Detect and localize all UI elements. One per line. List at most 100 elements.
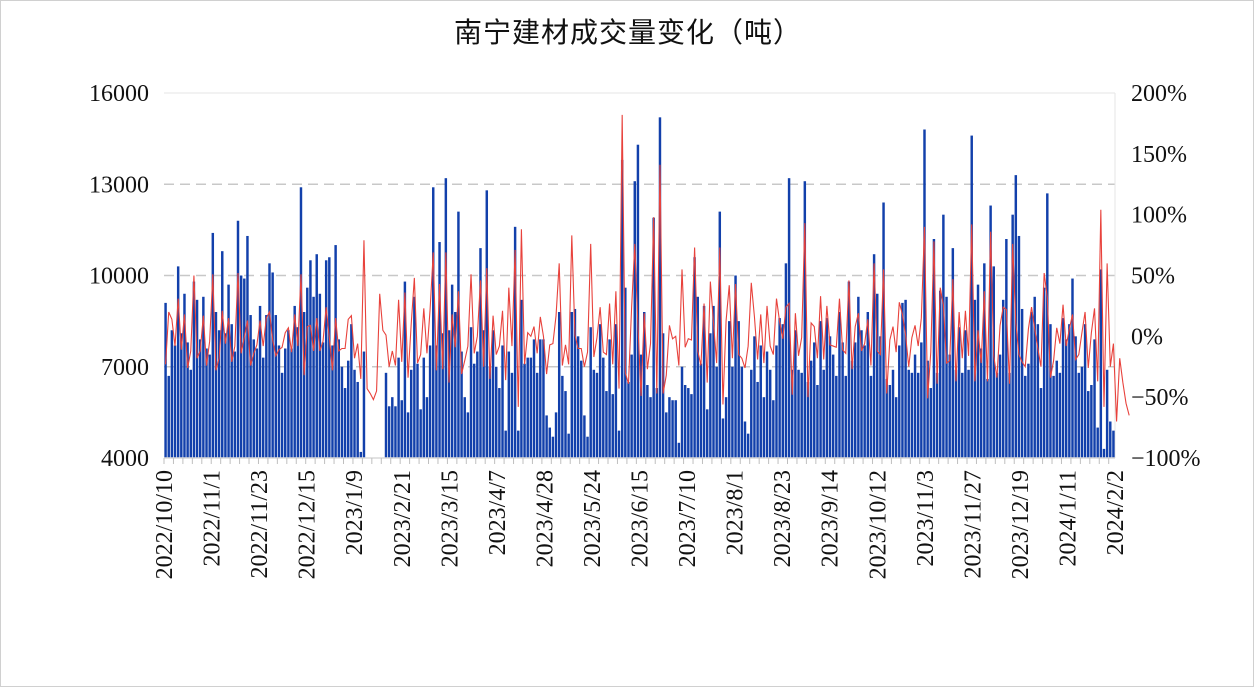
bar bbox=[391, 397, 394, 458]
bar bbox=[324, 260, 328, 458]
bar bbox=[775, 345, 778, 458]
bar bbox=[680, 366, 684, 458]
bar bbox=[602, 357, 605, 459]
bar bbox=[636, 144, 640, 458]
bar bbox=[753, 336, 756, 458]
bar bbox=[312, 296, 315, 458]
bar bbox=[869, 375, 873, 459]
bar bbox=[743, 421, 747, 458]
bar bbox=[746, 433, 750, 458]
x-tick-label: 2022/12/15 bbox=[295, 470, 321, 579]
bar bbox=[620, 159, 624, 459]
bar bbox=[1033, 296, 1036, 458]
bar bbox=[611, 394, 614, 459]
bar bbox=[252, 339, 255, 459]
bar bbox=[724, 397, 728, 458]
x-tick-label: 2023/8/23 bbox=[770, 470, 796, 567]
bar bbox=[910, 372, 914, 458]
bar bbox=[387, 406, 391, 458]
bar bbox=[485, 190, 489, 458]
bar bbox=[432, 187, 435, 459]
bar bbox=[277, 345, 281, 458]
bar bbox=[580, 360, 583, 458]
bar bbox=[268, 263, 271, 458]
bar bbox=[737, 321, 740, 459]
bar bbox=[520, 299, 523, 458]
bar bbox=[1030, 312, 1033, 458]
bar bbox=[284, 348, 287, 458]
bar bbox=[816, 385, 819, 458]
bar bbox=[258, 305, 262, 458]
bar bbox=[838, 312, 841, 458]
bar bbox=[233, 351, 237, 458]
bar bbox=[230, 324, 233, 458]
bar bbox=[1024, 375, 1027, 459]
bar bbox=[192, 281, 196, 458]
bar bbox=[576, 336, 580, 458]
bar bbox=[781, 324, 785, 458]
bar bbox=[1061, 318, 1065, 458]
bar bbox=[765, 351, 769, 458]
bar bbox=[970, 135, 973, 458]
bar bbox=[498, 388, 501, 458]
bar bbox=[236, 220, 240, 458]
bar bbox=[898, 345, 901, 458]
bar bbox=[929, 388, 933, 458]
bar bbox=[315, 254, 318, 458]
bar bbox=[435, 345, 438, 458]
bar bbox=[1064, 339, 1068, 459]
bar bbox=[901, 302, 904, 459]
bar bbox=[359, 451, 363, 458]
bar bbox=[551, 436, 555, 458]
bar bbox=[545, 415, 548, 458]
bar bbox=[167, 375, 170, 459]
bar bbox=[211, 232, 215, 458]
bar bbox=[822, 369, 825, 458]
bar bbox=[649, 397, 652, 458]
bar bbox=[671, 400, 674, 458]
bar bbox=[406, 412, 410, 459]
x-tick-label: 2022/11/1 bbox=[200, 470, 226, 566]
bar bbox=[646, 385, 649, 458]
bar bbox=[353, 369, 356, 458]
bar bbox=[1105, 369, 1109, 458]
left-tick-label: 13000 bbox=[89, 172, 149, 198]
bar bbox=[444, 178, 448, 459]
bar bbox=[995, 372, 999, 458]
bar bbox=[1096, 427, 1099, 458]
bar bbox=[699, 363, 703, 458]
bar bbox=[557, 312, 561, 458]
bar bbox=[362, 351, 366, 458]
bar bbox=[469, 327, 473, 458]
bar bbox=[479, 248, 482, 458]
bar bbox=[261, 357, 265, 459]
bar bbox=[627, 381, 630, 458]
bar bbox=[844, 375, 847, 459]
x-tick-label: 2023/11/3 bbox=[913, 470, 939, 566]
x-tick-label: 2024/1/11 bbox=[1055, 470, 1081, 566]
x-tick-label: 2023/11/27 bbox=[960, 470, 986, 578]
bar bbox=[633, 181, 637, 458]
bar bbox=[762, 397, 766, 458]
bar bbox=[589, 327, 592, 458]
bar bbox=[923, 129, 926, 458]
bar bbox=[879, 336, 882, 458]
bar bbox=[794, 330, 797, 458]
bar bbox=[542, 339, 545, 459]
bar bbox=[343, 388, 347, 458]
bar bbox=[180, 333, 183, 458]
bar bbox=[643, 312, 646, 458]
bar bbox=[318, 293, 322, 458]
bar bbox=[419, 409, 422, 458]
bar bbox=[756, 381, 759, 458]
bar bbox=[290, 348, 293, 458]
x-tick-label: 2022/10/10 bbox=[152, 470, 178, 579]
bar bbox=[195, 299, 199, 458]
bar bbox=[674, 400, 677, 458]
bar bbox=[243, 278, 246, 458]
bar bbox=[696, 296, 699, 458]
line-series bbox=[165, 114, 1130, 422]
bar bbox=[882, 202, 885, 458]
bar bbox=[1049, 324, 1052, 458]
bar bbox=[979, 348, 983, 458]
